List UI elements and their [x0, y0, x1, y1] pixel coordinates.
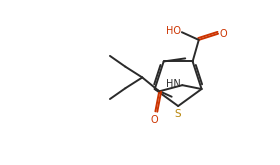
Text: HO: HO	[166, 26, 181, 36]
Text: S: S	[175, 109, 181, 119]
Text: HN: HN	[166, 79, 181, 89]
Text: O: O	[220, 29, 227, 39]
Text: O: O	[151, 115, 158, 125]
